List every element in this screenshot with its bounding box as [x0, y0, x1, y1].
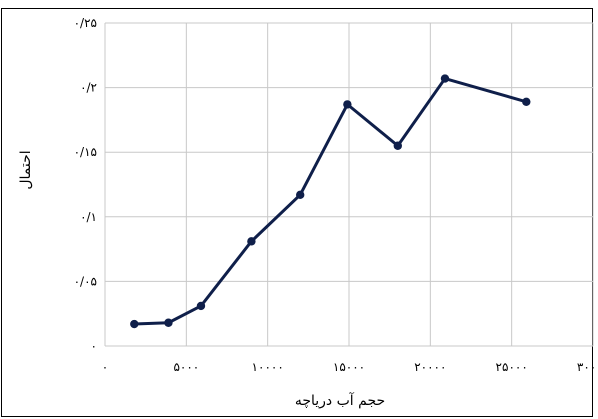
data-point-0-1 [164, 318, 173, 327]
y-tick-labels: ۰ ۰/۰۵ ۰/۱ ۰/۱۵ ۰/۲ ۰/۲۵ [74, 16, 97, 353]
y-tick-label-3: ۰/۱۵ [74, 145, 97, 159]
x-tick-label-2: ۱۰۰۰۰ [252, 360, 284, 374]
x-tick-label-0: ۰ [102, 360, 108, 374]
series-line-0 [132, 77, 528, 326]
data-point-0-7 [440, 74, 450, 83]
series-lines [132, 77, 528, 326]
data-point-0-2 [196, 301, 206, 311]
x-tick-label-5: ۲۵۰۰۰ [496, 360, 528, 374]
data-point-0-5 [343, 100, 352, 109]
y-tick-label-4: ۰/۲ [80, 81, 97, 95]
y-axis-label: احتمال [18, 150, 34, 189]
x-tick-label-1: ۵۰۰۰ [173, 360, 199, 374]
data-point-0-0 [130, 319, 139, 329]
x-tick-label-4: ۲۰۰۰۰ [414, 360, 446, 374]
series-points [130, 74, 531, 329]
data-point-0-3 [247, 237, 256, 246]
grid-lines [104, 22, 594, 347]
x-tick-label-3: ۱۵۰۰۰ [333, 360, 365, 374]
y-tick-label-0: ۰ [91, 339, 97, 353]
y-tick-label-5: ۰/۲۵ [74, 16, 97, 30]
data-point-0-6 [393, 141, 402, 150]
y-tick-label-1: ۰/۰۵ [74, 274, 97, 288]
chart-frame [1, 8, 593, 417]
data-point-0-4 [296, 190, 305, 200]
x-axis-label: حجم آب دریاچه [295, 392, 385, 409]
y-tick-label-2: ۰/۱ [80, 210, 97, 224]
data-point-0-8 [522, 97, 531, 107]
